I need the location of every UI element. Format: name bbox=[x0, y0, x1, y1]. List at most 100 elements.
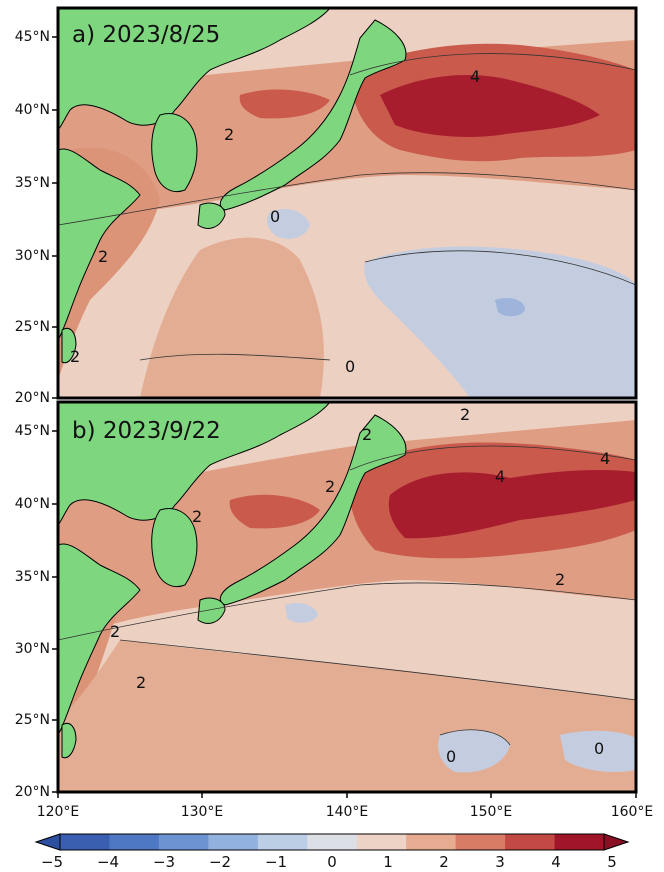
panel-a-land-taiwan bbox=[61, 327, 77, 364]
panel-b-title: b) 2023/9/22 bbox=[72, 418, 221, 444]
lat-label: 30°N bbox=[14, 641, 50, 657]
contour-label: 2 bbox=[98, 247, 108, 266]
panel-a-map bbox=[58, 8, 636, 398]
axis-ticks bbox=[52, 36, 637, 798]
contour-label: 2 bbox=[224, 125, 234, 144]
lat-label: 40°N bbox=[14, 102, 50, 118]
colorbar-tick-label: 4 bbox=[551, 853, 561, 871]
colorbar-tick-label: −2 bbox=[208, 853, 232, 871]
panel-b-anomaly-cool-small bbox=[285, 603, 318, 623]
panel-a-contour-line bbox=[364, 250, 636, 286]
contour-label: 2 bbox=[325, 477, 335, 496]
lat-label: 30°N bbox=[14, 248, 50, 264]
contour-label: 4 bbox=[495, 467, 505, 486]
lon-label: 120°E bbox=[36, 804, 80, 820]
panel-b-contour-line bbox=[58, 582, 636, 641]
lat-label: 35°N bbox=[14, 569, 50, 585]
lon-label: 150°E bbox=[469, 804, 513, 820]
panel-b-contour-line bbox=[349, 445, 636, 471]
panel-b-land-asia-north bbox=[58, 402, 331, 526]
panel-b-land-china-coast bbox=[58, 543, 141, 736]
contour-label: 0 bbox=[594, 739, 604, 758]
lon-label: 140°E bbox=[325, 804, 369, 820]
contour-label: 2 bbox=[362, 425, 372, 444]
colorbar-min-arrow bbox=[34, 833, 61, 851]
contour-label: 2 bbox=[460, 405, 470, 424]
colorbar-tick-label: −5 bbox=[40, 853, 64, 871]
contour-label: 4 bbox=[600, 449, 610, 468]
lon-label: 130°E bbox=[180, 804, 224, 820]
lat-label: 20°N bbox=[14, 784, 50, 800]
colorbar-segment bbox=[505, 834, 556, 850]
panel-a-anomaly-cool bbox=[364, 246, 636, 398]
panel-a-contour-line bbox=[58, 172, 636, 226]
panel-a-anomaly-max bbox=[380, 75, 600, 137]
contour-label: 2 bbox=[70, 347, 80, 366]
colorbar-tick-label: −1 bbox=[264, 853, 288, 871]
colorbar-segment bbox=[455, 834, 506, 850]
colorbar-segment bbox=[60, 834, 110, 850]
colorbar bbox=[34, 833, 630, 851]
contour-label: 2 bbox=[110, 622, 120, 641]
panel-a-land-korea bbox=[151, 113, 198, 193]
panel-a-anomaly-cool-small bbox=[267, 208, 310, 239]
lat-label: 40°N bbox=[14, 496, 50, 512]
panel-a-land-asia-north bbox=[58, 8, 331, 131]
panel-a-frame bbox=[56, 6, 638, 400]
lat-label: 45°N bbox=[14, 29, 50, 45]
panel-b-land-japan bbox=[219, 414, 407, 606]
panel-b-land-taiwan bbox=[61, 722, 77, 759]
colorbar-tick-label: 3 bbox=[495, 853, 505, 871]
lat-label: 45°N bbox=[14, 423, 50, 439]
colorbar-segment bbox=[406, 834, 457, 850]
panel-b-map bbox=[58, 402, 636, 792]
colorbar-segment bbox=[307, 834, 358, 850]
panel-b-anomaly-max bbox=[388, 470, 636, 539]
panel-b-anomaly-cool bbox=[438, 729, 510, 773]
panel-a-anomaly-sea-of-japan bbox=[239, 89, 330, 119]
panel-b-land-kyushu bbox=[197, 597, 226, 624]
contour-label: 0 bbox=[270, 207, 280, 226]
colorbar-segment bbox=[158, 834, 209, 850]
lat-label: 25°N bbox=[14, 712, 50, 728]
colorbar-tick-label: −3 bbox=[152, 853, 176, 871]
panel-a-contour-line bbox=[349, 53, 636, 76]
panel-a-title: a) 2023/8/25 bbox=[72, 22, 221, 48]
contour-label: 2 bbox=[555, 570, 565, 589]
panel-a-land-kyushu bbox=[197, 202, 226, 229]
colorbar-tick-label: 0 bbox=[327, 853, 337, 871]
colorbar-segment bbox=[257, 834, 308, 850]
panel-b-anomaly-cool bbox=[560, 730, 636, 772]
panel-b-land-korea bbox=[151, 508, 198, 588]
contour-label: 2 bbox=[192, 507, 202, 526]
panel-a-contour-labels: 2 4 2 2 0 0 bbox=[70, 67, 480, 376]
colorbar-tick-label: 2 bbox=[439, 853, 449, 871]
colorbar-max-arrow bbox=[603, 833, 630, 851]
panel-b-anomaly-sea-of-japan bbox=[229, 494, 320, 529]
colorbar-tick-label: −4 bbox=[96, 853, 120, 871]
colorbar-segment bbox=[554, 834, 605, 850]
panel-a-land-china-coast bbox=[58, 148, 141, 341]
colorbar-tick-label: 5 bbox=[607, 853, 617, 871]
colorbar-frame bbox=[59, 833, 605, 851]
panel-b-contour-line bbox=[119, 639, 636, 701]
lat-label: 20°N bbox=[14, 390, 50, 406]
contour-label: 2 bbox=[136, 673, 146, 692]
lat-label: 25°N bbox=[14, 319, 50, 335]
panel-b-contour-line bbox=[439, 729, 511, 746]
panel-a-anomaly-subtropical bbox=[140, 237, 324, 398]
panel-a-land-japan bbox=[219, 19, 407, 211]
contour-label: 4 bbox=[470, 67, 480, 86]
colorbar-tick-label: 1 bbox=[383, 853, 393, 871]
panel-a-anomaly-cool-core bbox=[495, 298, 525, 317]
contour-label: 0 bbox=[345, 357, 355, 376]
colorbar-segment bbox=[208, 834, 259, 850]
lat-label: 35°N bbox=[14, 175, 50, 191]
colorbar-segment bbox=[109, 834, 160, 850]
lon-label: 160°E bbox=[610, 804, 654, 820]
contour-label: 0 bbox=[446, 747, 456, 766]
colorbar-segment bbox=[356, 834, 407, 850]
panel-b-contour-labels: 2 2 2 2 4 4 2 2 2 0 0 bbox=[110, 405, 610, 766]
panel-a-contour-line bbox=[139, 353, 331, 361]
